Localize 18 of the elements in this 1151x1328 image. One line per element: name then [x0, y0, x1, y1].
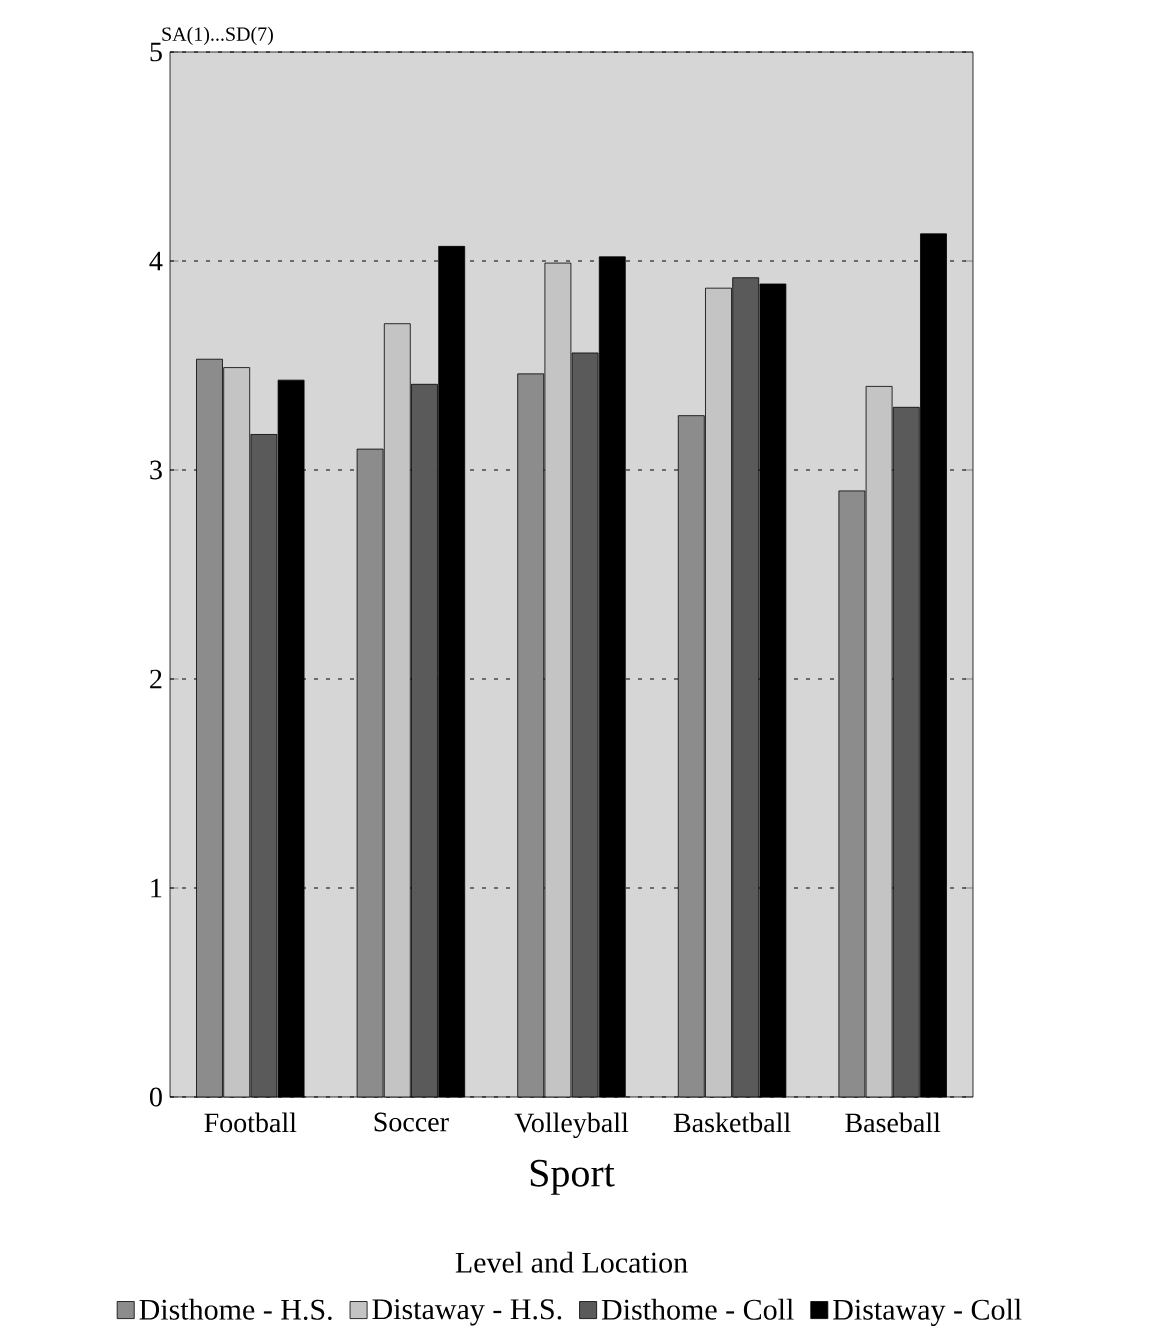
x-tick-label: Volleyball — [514, 1112, 629, 1139]
legend-label: Disthome - Coll — [601, 1298, 794, 1320]
x-tick-label: Basketball — [673, 1112, 791, 1133]
y-axis-title: SA(1)...SD(7) — [162, 26, 273, 45]
y-tick-label: 1 — [151, 878, 162, 898]
y-tick-label: 2 — [150, 669, 162, 689]
legend-label: Distaway - Coll — [833, 1298, 1022, 1326]
y-tick-label: 3 — [150, 460, 162, 480]
x-axis-title: Sport — [530, 1159, 615, 1195]
legend-label: Distaway - H.S. — [372, 1299, 562, 1326]
y-tick-label: 4 — [149, 251, 163, 271]
y-tick-label: 5 — [150, 42, 162, 62]
x-tick-label: Baseball — [845, 1112, 941, 1133]
x-tick-label: Football — [204, 1112, 297, 1133]
legend-title: Level and Location — [455, 1251, 688, 1273]
x-tick-label: Soccer — [374, 1112, 449, 1132]
legend-label: Disthome - H.S. — [139, 1298, 332, 1320]
y-tick-label: 0 — [150, 1087, 162, 1107]
